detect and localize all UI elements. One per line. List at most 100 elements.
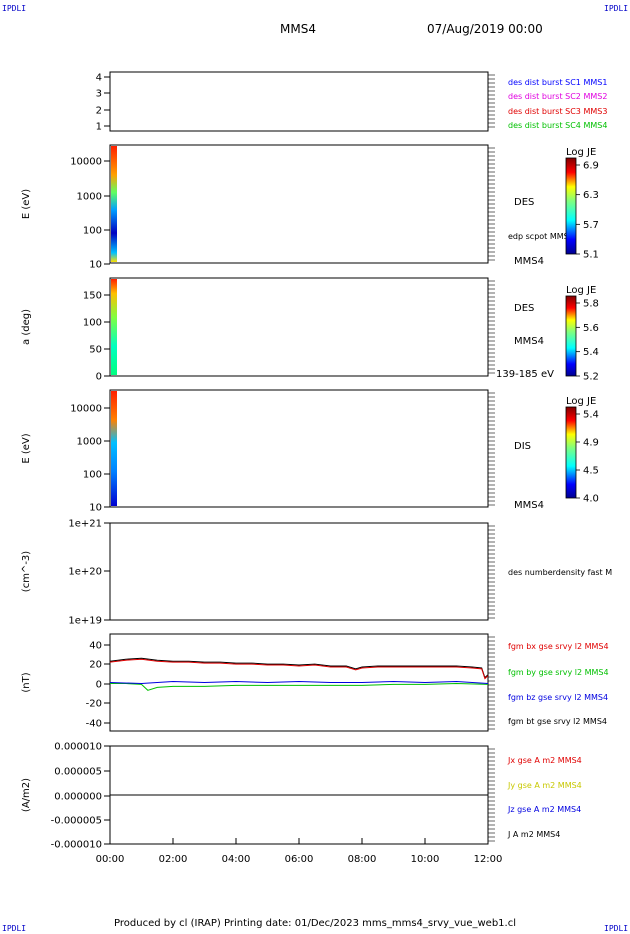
- y-tick-label: -40: [86, 719, 102, 730]
- y-tick-label: 2: [96, 106, 102, 117]
- spacecraft-title: MMS4: [280, 22, 316, 36]
- series-line-bz: [109, 680, 489, 685]
- y-tick-label: 0.000000: [54, 792, 102, 803]
- x-tick-label: 10:00: [411, 854, 440, 865]
- colorbar-tick-label: 6.9: [583, 161, 599, 172]
- right-label: J A m2 MMS4: [507, 830, 560, 839]
- right-label: Jx gse A m2 MMS4: [507, 756, 582, 765]
- panels-layer: 4 3 2 1 des dist burst SC1 MMS1 des dist burs…: [21, 71, 612, 851]
- right-label: MMS4: [514, 500, 544, 511]
- x-tick-label: 12:00: [474, 854, 503, 865]
- panel-spacecraft-configuration: 4 3 2 1 des dist burst SC1 MMS1 des dist burs…: [96, 71, 607, 133]
- corner-logo-top-right: IPDLI: [604, 4, 629, 13]
- corner-logo-bottom-right: IPDLI: [604, 924, 629, 933]
- x-tick-label: 06:00: [285, 854, 314, 865]
- colorbar-tick-label: 5.4: [583, 347, 599, 358]
- y-tick-label: 1e+19: [68, 616, 102, 627]
- colorbar-tick-label: 4.9: [583, 438, 599, 449]
- footer-credits: Produced by cl (IRAP) Printing date: 01/…: [114, 918, 516, 929]
- right-label: MMS4: [514, 256, 544, 267]
- y-tick-label: -0.000010: [51, 840, 102, 851]
- y-axis-title: a (deg): [21, 309, 32, 345]
- colorbar-title: Log JE: [566, 396, 596, 407]
- right-label: DIS: [514, 441, 531, 452]
- x-tick-label: 08:00: [348, 854, 377, 865]
- spectrogram-band: [111, 391, 117, 506]
- y-tick-label: 3: [96, 89, 102, 100]
- colorbar-tick-label: 6.3: [583, 190, 599, 201]
- y-tick-label: 10000: [70, 157, 102, 168]
- right-label: edp scpot MMS4: [508, 232, 574, 241]
- y-tick-label: 10000: [70, 404, 102, 415]
- corner-logo-bottom-left: IPDLI: [2, 924, 27, 933]
- y-tick-label: 10: [89, 260, 102, 271]
- x-tick-label: 02:00: [159, 854, 188, 865]
- y-tick-label: 10: [89, 503, 102, 514]
- colorbar-tick-label: 5.7: [583, 220, 599, 231]
- y-axis-title: E (eV): [21, 433, 32, 463]
- right-label: Jy gse A m2 MMS4: [507, 781, 582, 790]
- colorbar-tick-label: 5.1: [583, 250, 599, 261]
- y-tick-label: 100: [83, 470, 102, 481]
- colorbar-tick-label: 5.8: [583, 299, 599, 310]
- y-tick-label: 50: [89, 345, 102, 356]
- series-layer: [109, 657, 489, 796]
- y-tick-label: 4: [96, 73, 102, 84]
- right-label: MMS4: [514, 336, 544, 347]
- panel-dis-energy-spectrogram: 10000 1000 100 10 E (eV) DIS MMS4 Log JE 5.4 4.9 4…: [21, 389, 599, 514]
- y-tick-label: 1000: [77, 192, 102, 203]
- y-axis-title: (nT): [21, 672, 32, 692]
- y-tick-label: 20: [89, 660, 102, 671]
- spectrogram-band: [111, 146, 117, 262]
- colorbar-title: Log JE: [566, 285, 596, 296]
- right-label: des dist burst SC4 MMS4: [508, 121, 607, 130]
- x-tick-label: 00:00: [96, 854, 125, 865]
- y-tick-label: 0.000005: [54, 767, 102, 778]
- right-label: DES: [514, 197, 534, 208]
- x-axis: 00:00 02:00 04:00 06:00 08:00 10:00 12:00: [96, 838, 503, 865]
- y-tick-label: 1e+21: [68, 519, 102, 530]
- colorbar-tick-label: 5.6: [583, 323, 599, 334]
- panel-des-pitch-angle: 150 100 50 0 a (deg) DES MMS4 139-185 eV Log JE 5…: [21, 277, 599, 383]
- y-tick-label: 40: [89, 641, 102, 652]
- right-label: des dist burst SC3 MMS3: [508, 107, 607, 116]
- panel-des-energy-spectrogram: 10000 1000 100 10 E (eV) DES edp scpot MMS4 MMS…: [21, 144, 599, 271]
- colorbar-tick-label: 4.0: [583, 494, 599, 505]
- x-tick-label: 04:00: [222, 854, 251, 865]
- panel-frame: [109, 277, 489, 377]
- corner-logo-top-left: IPDLI: [2, 4, 27, 13]
- series-line-by: [110, 682, 489, 691]
- series-line-bt: [109, 657, 489, 679]
- y-axis-title: (A/m2): [21, 778, 32, 812]
- right-label: fgm bt gse srvy l2 MMS4: [508, 717, 607, 726]
- panel-frame: [109, 71, 489, 132]
- colorbar: [565, 157, 577, 255]
- y-tick-label: 0.000010: [54, 742, 102, 753]
- y-axis-title: (cm^-3): [21, 551, 32, 592]
- right-label: fgm by gse srvy l2 MMS4: [508, 668, 609, 677]
- colorbar: [565, 406, 577, 499]
- right-label: des numberdensity fast M: [508, 568, 612, 577]
- colorbar: [565, 295, 577, 377]
- y-tick-label: -0.000005: [51, 816, 102, 827]
- panel-magnetic-field: 40 20 0 -20 -40 (nT) fgm bx gse srvy l2 MMS4 fg…: [21, 633, 609, 732]
- y-tick-label: 0: [96, 680, 102, 691]
- colorbar-tick-label: 5.4: [583, 410, 599, 421]
- y-tick-label: -20: [86, 699, 102, 710]
- right-label: des dist burst SC2 MMS2: [508, 92, 607, 101]
- spectrogram-band: [111, 279, 117, 375]
- colorbar-tick-label: 5.2: [583, 372, 599, 383]
- y-tick-label: 100: [83, 226, 102, 237]
- right-label: fgm bx gse srvy l2 MMS4: [508, 642, 609, 651]
- colorbar-tick-label: 4.5: [583, 466, 599, 477]
- right-label: fgm bz gse srvy l2 MMS4: [508, 693, 608, 702]
- right-label: des dist burst SC1 MMS1: [508, 78, 607, 87]
- datetime-title: 07/Aug/2019 00:00: [427, 22, 543, 36]
- right-label: DES: [514, 303, 534, 314]
- y-tick-label: 100: [83, 318, 102, 329]
- panel-frame: [109, 389, 489, 508]
- y-axis-title: E (eV): [21, 189, 32, 219]
- y-tick-label: 150: [83, 291, 102, 302]
- panel-number-density: 1e+21 1e+20 1e+19 (cm^-3) des numberdensity …: [21, 519, 612, 627]
